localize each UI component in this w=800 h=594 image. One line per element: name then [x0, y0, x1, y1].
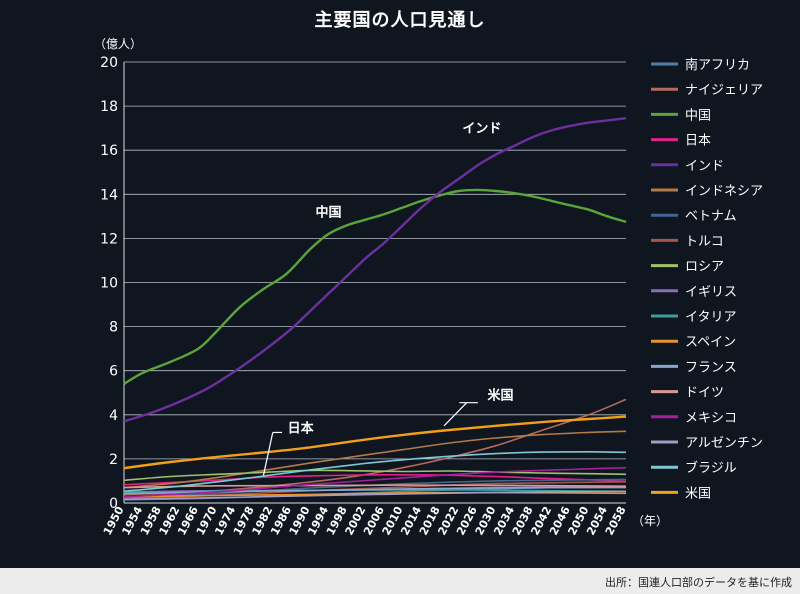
- series-line: [123, 398, 627, 496]
- y-tick-label: 14: [100, 187, 118, 203]
- y-tick-label: 0: [109, 496, 118, 512]
- legend-label: 南アフリカ: [685, 57, 750, 73]
- x-axis-unit: （年）: [632, 514, 668, 528]
- legend-label: 米国: [685, 486, 711, 501]
- x-axis: 1950195419581962196619701974197819821986…: [101, 502, 668, 537]
- legend-label: ベトナム: [685, 209, 737, 224]
- y-axis: 0 2 4 6 8 10 12 14 16 18 20 （億人）: [94, 37, 142, 512]
- y-tick-label: 8: [109, 320, 118, 336]
- y-tick-label: 2: [109, 452, 118, 468]
- legend-label: イギリス: [685, 285, 737, 300]
- y-tick-label: 16: [100, 143, 118, 159]
- legend-label: ドイツ: [685, 386, 724, 401]
- legend-label: インド: [685, 159, 724, 174]
- y-tick-label: 20: [100, 55, 118, 71]
- annotation-label: 日本: [288, 420, 314, 436]
- series-line: [123, 473, 627, 486]
- legend-label: トルコ: [685, 234, 724, 249]
- legend-label: ブラジル: [685, 460, 737, 476]
- legend-label: 中国: [685, 108, 711, 123]
- legend-label: イタリア: [685, 310, 736, 325]
- series-line: [123, 469, 627, 482]
- annotation-leader: [443, 402, 468, 427]
- series-lines: [123, 117, 627, 501]
- chart-title: 主要国の人口見通し: [314, 10, 486, 31]
- series-line: [123, 466, 627, 498]
- legend-label: ナイジェリア: [685, 83, 763, 98]
- series-line: [123, 451, 627, 492]
- y-tick-label: 18: [100, 99, 118, 115]
- series-line: [123, 484, 627, 489]
- legend-label: インドネシア: [685, 184, 763, 199]
- population-line-chart: 0 2 4 6 8 10 12 14 16 18 20 （億人） 195019541958196219…: [94, 37, 763, 537]
- chart-panel: 主要国の人口見通し 0 2 4 6 8 10 12 14 16 18 20 （億人） 1950 1954…: [0, 0, 800, 568]
- y-tick-label: 6: [109, 364, 118, 380]
- legend-label: ロシア: [685, 260, 724, 275]
- series-line: [123, 430, 627, 489]
- legend: 南アフリカナイジェリア中国日本インドインドネシアベトナムトルコロシアイギリスイタ…: [651, 57, 763, 501]
- legend-label: フランス: [685, 360, 737, 375]
- annotation-label: 米国: [487, 387, 513, 403]
- legend-label: メキシコ: [685, 411, 737, 426]
- annotation-leader: [262, 432, 274, 476]
- y-tick-label: 10: [100, 276, 118, 292]
- y-tick-label: 12: [100, 231, 118, 247]
- series-line: [123, 490, 627, 501]
- annotation-label: インド: [462, 122, 501, 137]
- y-axis-unit: （億人）: [94, 37, 142, 51]
- y-tick-label: 4: [109, 408, 118, 424]
- series-line: [123, 188, 627, 385]
- series-line: [123, 117, 627, 423]
- series-line: [123, 415, 627, 470]
- legend-label: スペイン: [685, 335, 736, 350]
- legend-label: アルゼンチン: [685, 436, 763, 451]
- legend-label: 日本: [685, 134, 711, 149]
- source-note: 出所：国連人口部のデータを基に作成: [605, 576, 792, 589]
- annotation-label: 中国: [316, 204, 342, 220]
- grid: [124, 61, 626, 504]
